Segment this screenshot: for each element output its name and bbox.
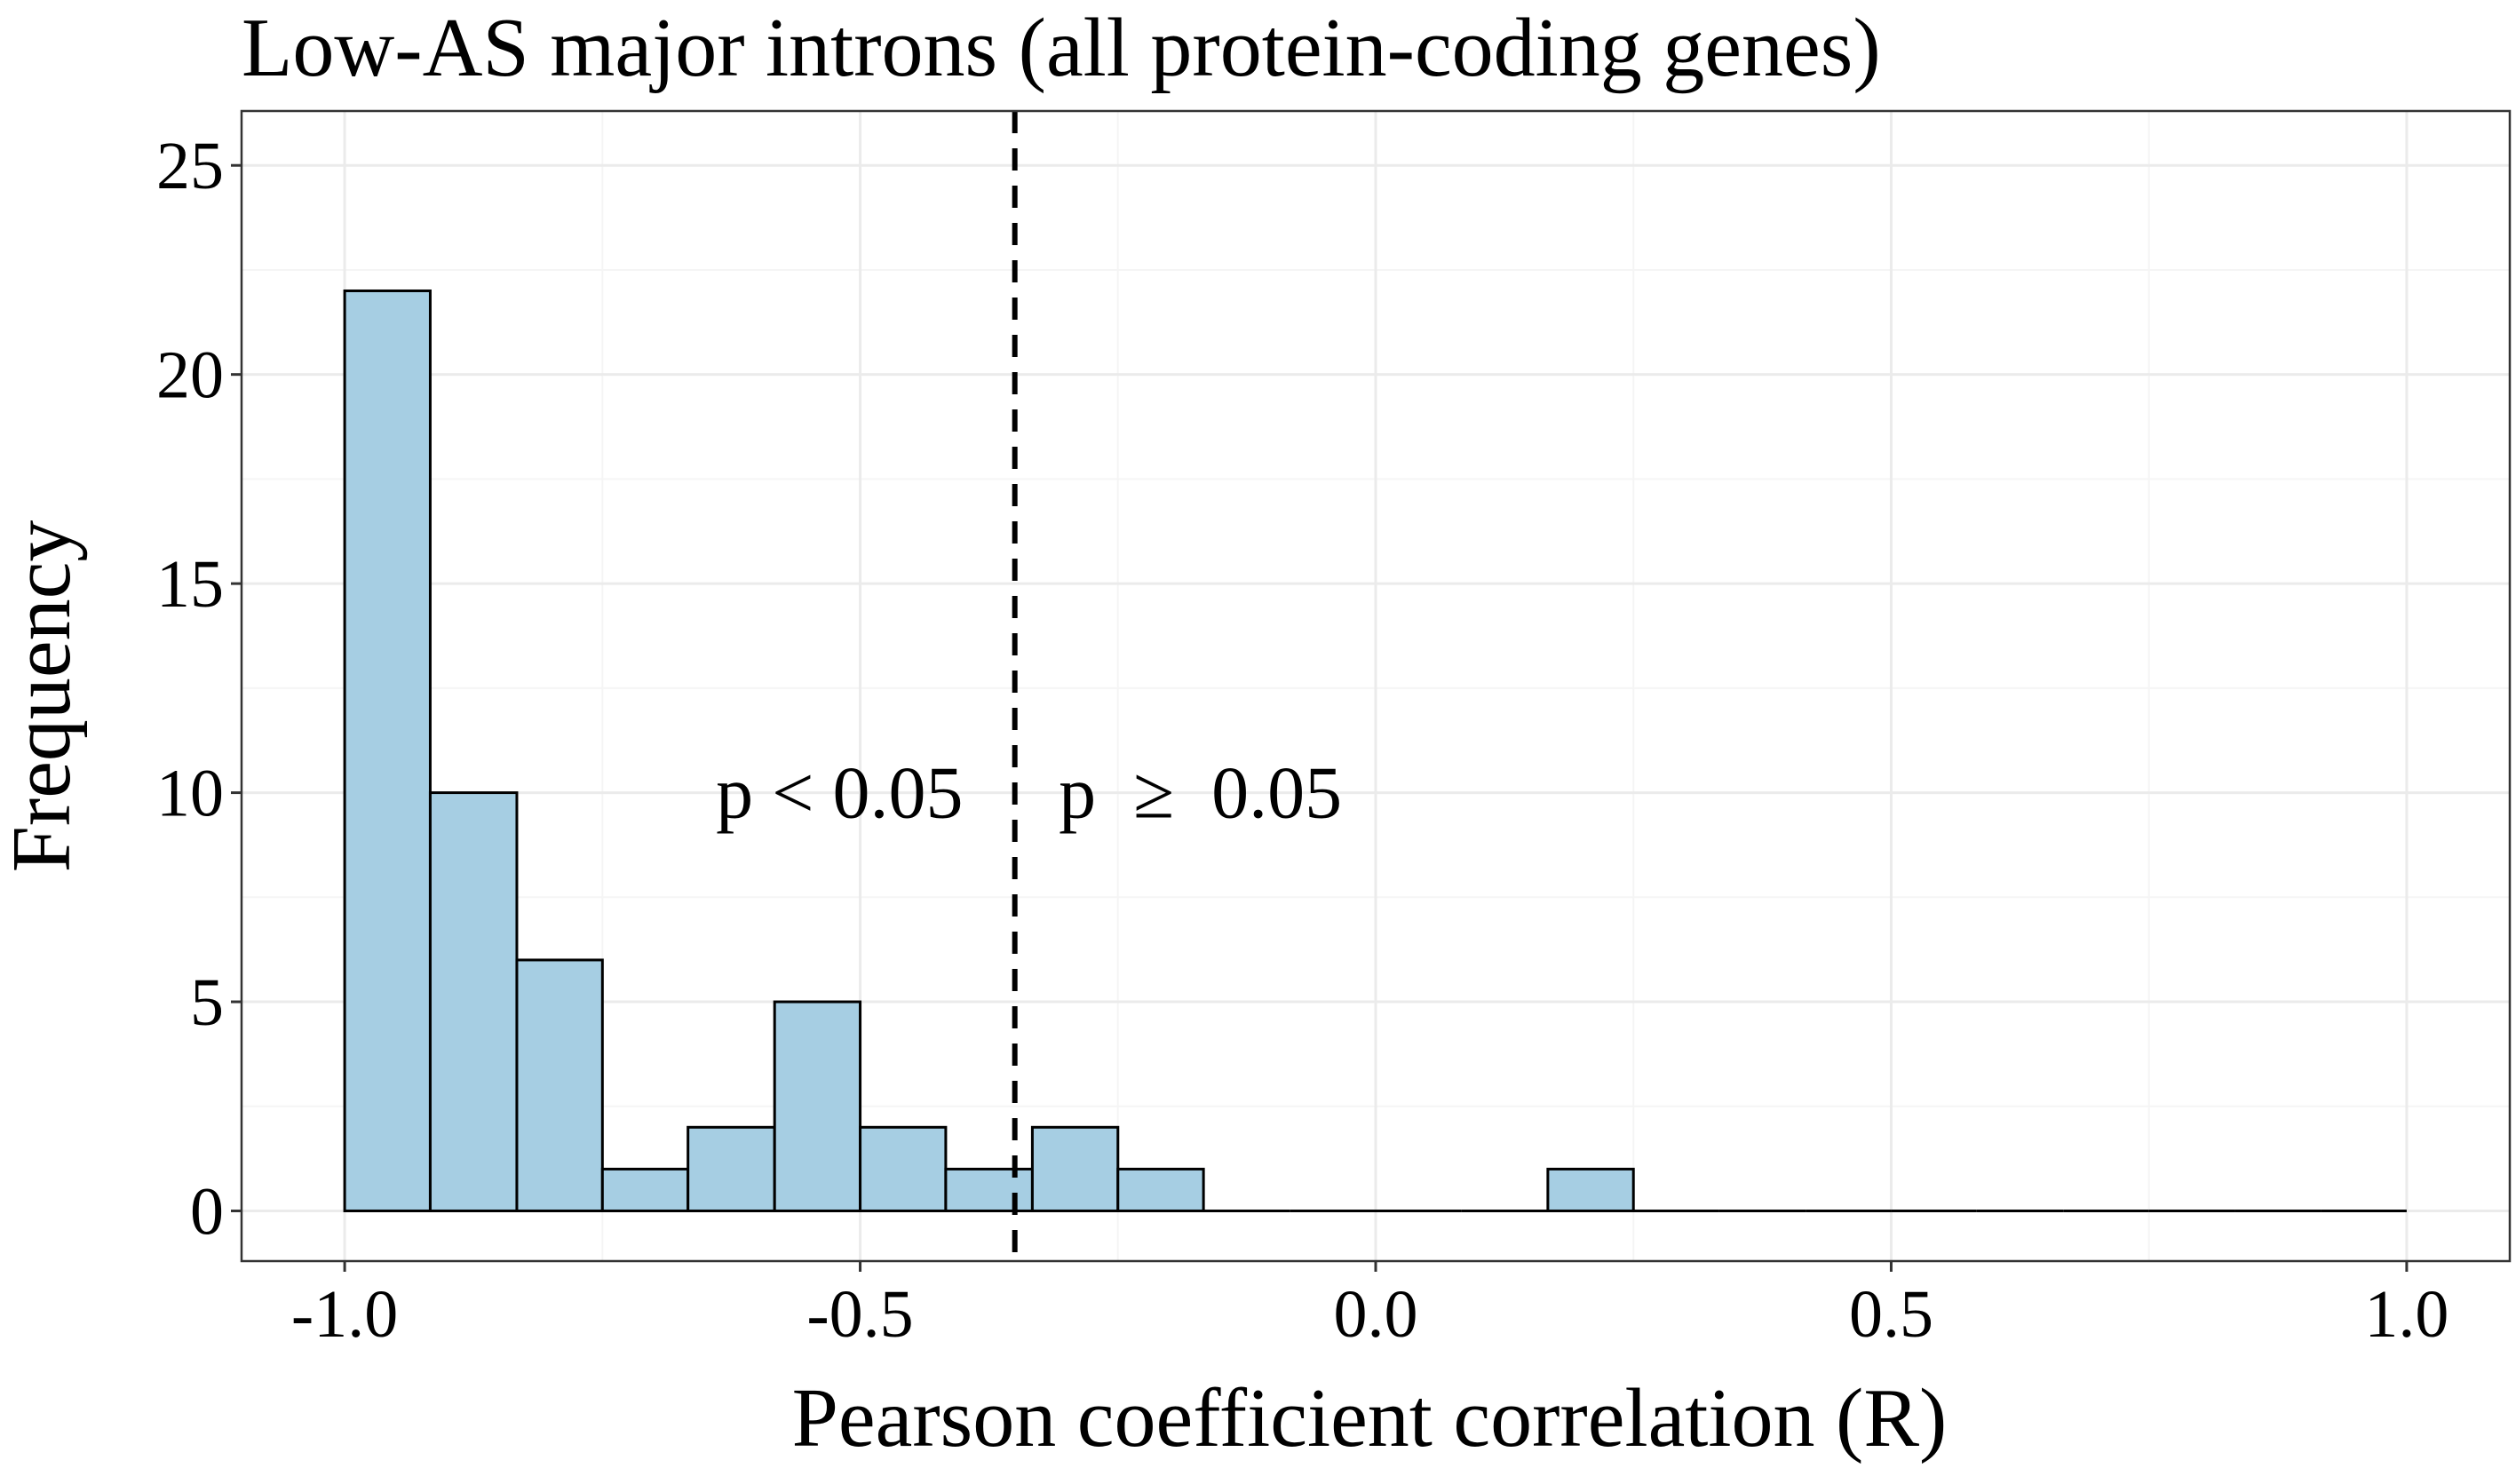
- significance-annotation: p < 0.05: [716, 752, 963, 835]
- y-tick-label: 0: [190, 1174, 224, 1249]
- histogram-bar: [343, 289, 432, 1212]
- x-axis-title: Pearson coefficient correlation (R): [792, 1372, 1948, 1464]
- histogram-bar: [515, 958, 604, 1212]
- y-tick-label: 20: [156, 338, 224, 413]
- x-tick-label: 0.5: [1849, 1277, 1933, 1352]
- axis-tick-labels: -1.0 -0.5 0.0 0.5 1.0 0 5 10 15 20 25: [156, 129, 2449, 1352]
- y-tick-label: 5: [190, 965, 224, 1040]
- histogram-bar: [428, 791, 519, 1212]
- x-tick-label: -0.5: [806, 1277, 913, 1352]
- histogram-bar: [1030, 1125, 1120, 1212]
- histogram-bar: [773, 1000, 862, 1212]
- significance-annotation: p ≥ 0.05: [1059, 752, 1342, 835]
- x-tick-label: 1.0: [2364, 1277, 2449, 1352]
- y-tick-label: 10: [156, 757, 224, 831]
- histogram-bars: [343, 289, 2407, 1212]
- histogram-bar: [600, 1167, 690, 1212]
- histogram-bar: [859, 1125, 948, 1212]
- y-tick-label: 25: [156, 129, 224, 203]
- chart-title: Low-AS major introns (all protein-coding…: [242, 2, 1881, 94]
- histogram-bar: [1116, 1167, 1205, 1212]
- histogram-bar: [1546, 1167, 1635, 1212]
- histogram-bar: [944, 1167, 1034, 1212]
- x-tick-label: -1.0: [291, 1277, 398, 1352]
- axis-ticks: [231, 163, 2409, 1272]
- histogram-bar: [687, 1125, 776, 1212]
- x-tick-label: 0.0: [1334, 1277, 1418, 1352]
- y-axis-title: Frequency: [0, 520, 88, 873]
- y-tick-label: 15: [156, 547, 224, 622]
- annotations: p < 0.05 p ≥ 0.05: [716, 752, 1342, 835]
